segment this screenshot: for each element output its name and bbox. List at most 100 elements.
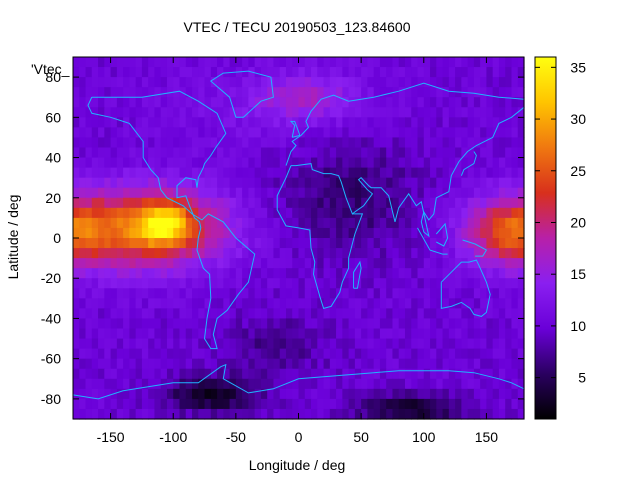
heatmap-cell [386,157,394,169]
heatmap-cell [386,207,394,219]
heatmap-cell [467,117,475,128]
heatmap-cell [204,358,212,370]
heatmap-cell [179,77,187,88]
heatmap-cell [217,117,224,128]
heatmap-cell [166,107,174,118]
heatmap-cell [473,348,481,360]
heatmap-cell [85,288,93,299]
heatmap-cell [254,278,262,289]
heatmap-cell [148,187,156,199]
heatmap-cell [367,298,375,309]
heatmap-cell [517,137,525,149]
heatmap-cell [254,107,262,118]
heatmap-cell [392,107,400,118]
heatmap-cell [73,207,80,219]
heatmap-cell [141,117,149,128]
heatmap-cell [267,288,275,299]
heatmap-cell [379,197,387,209]
heatmap-cell [492,137,500,149]
heatmap-cell [260,87,268,98]
heatmap-cell [242,207,249,219]
heatmap-cell [411,157,419,169]
heatmap-cell [185,87,193,98]
heatmap-cell [179,227,187,239]
heatmap-cell [229,197,237,209]
heatmap-cell [505,368,513,380]
y-tick-label: -80 [41,391,61,407]
heatmap-cell [448,358,456,370]
heatmap-cell [486,328,494,340]
heatmap-cell [98,318,105,330]
heatmap-cell [173,308,181,320]
heatmap-cell [317,197,325,209]
heatmap-cell [85,87,93,98]
heatmap-cell [423,398,431,410]
heatmap-cell [342,298,350,309]
heatmap-cell [461,298,469,309]
heatmap-cell [455,388,462,400]
heatmap-cell [354,388,362,400]
heatmap-cell [104,127,112,139]
heatmap-cell [329,187,337,199]
heatmap-cell [229,258,237,269]
heatmap-cell [430,137,437,149]
heatmap-cell [79,167,87,179]
heatmap-cell [79,408,87,420]
heatmap-cell [173,408,181,420]
heatmap-cell [517,378,525,390]
heatmap-cell [141,167,149,179]
heatmap-cell [192,227,199,239]
heatmap-cell [229,288,237,299]
heatmap-cell [91,378,99,390]
heatmap-cell [329,67,337,78]
heatmap-cell [267,127,275,139]
heatmap-cell [304,137,312,149]
heatmap-cell [517,278,525,289]
heatmap-cell [267,358,275,370]
heatmap-cell [273,217,281,229]
heatmap-cell [148,278,156,289]
heatmap-cell [480,368,488,380]
heatmap-cell [210,308,218,320]
heatmap-cell [141,408,149,420]
heatmap-cell [511,147,519,159]
heatmap-cell [217,238,224,249]
heatmap-cell [91,97,99,108]
heatmap-cell [336,258,343,269]
heatmap-cell [342,408,350,420]
heatmap-cell [323,368,331,380]
heatmap-cell [179,408,187,420]
heatmap-cell [279,368,287,380]
heatmap-cell [73,197,80,209]
heatmap-cell [498,77,506,88]
heatmap-cell [260,248,268,259]
heatmap-cell [455,328,462,340]
heatmap-cell [511,127,519,139]
heatmap-cell [505,167,513,179]
heatmap-cell [260,298,268,309]
heatmap-cell [423,217,431,229]
heatmap-cell [392,358,400,370]
heatmap-cell [217,398,224,410]
heatmap-cell [173,288,181,299]
heatmap-cell [398,157,406,169]
heatmap-cell [192,217,199,229]
heatmap-cell [304,288,312,299]
heatmap-cell [392,227,400,239]
heatmap-cell [217,97,224,108]
heatmap-cell [498,258,506,269]
heatmap-cell [348,57,356,68]
heatmap-cell [204,268,212,279]
heatmap-cell [317,238,325,249]
heatmap-cell [210,358,218,370]
heatmap-cell [166,398,174,410]
heatmap-cell [267,348,275,360]
heatmap-cell [373,268,381,279]
heatmap-cell [135,157,143,169]
heatmap-cell [148,398,156,410]
heatmap-cell [173,318,181,330]
heatmap-cell [473,67,481,78]
heatmap-cell [498,57,506,68]
heatmap-cell [98,177,105,189]
heatmap-cell [292,348,300,360]
